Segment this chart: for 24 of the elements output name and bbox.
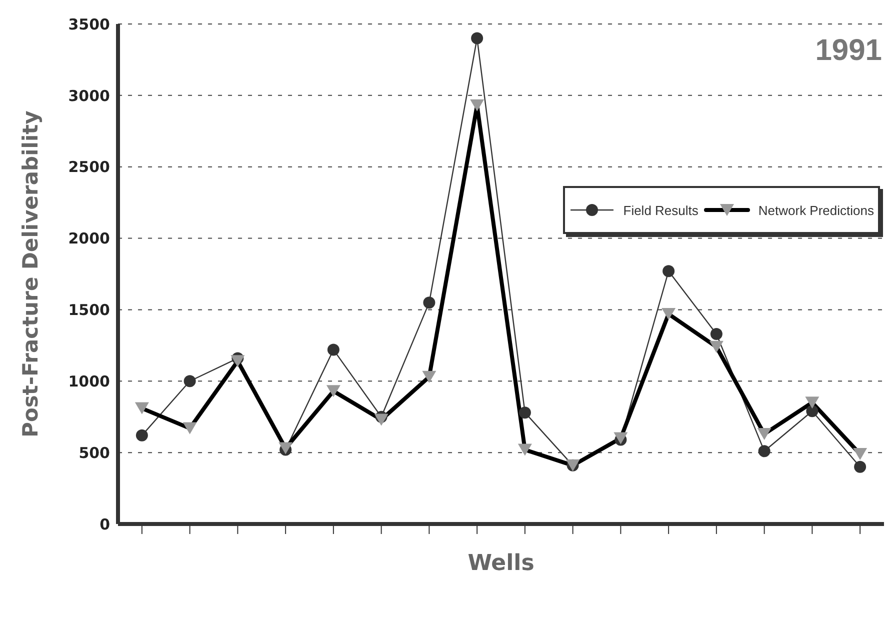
y-tick-label: 3500 [68, 15, 110, 34]
y-tick-label: 0 [100, 515, 110, 534]
point [758, 445, 770, 458]
point [327, 344, 340, 356]
y-tick-label: 1500 [68, 301, 110, 320]
y-tick-label: 2000 [68, 230, 110, 248]
y-axis-title: Post-Fracture Deliverability [18, 110, 42, 438]
point [662, 265, 675, 278]
point [423, 296, 436, 309]
legend-label: Field Results [623, 202, 698, 218]
annotation: 1991 [815, 34, 882, 68]
legend-label: Network Predictions [758, 202, 874, 218]
point [854, 460, 866, 473]
y-tick-label: 1000 [68, 372, 110, 390]
point [471, 32, 484, 44]
y-tick-label: 3000 [68, 86, 110, 105]
x-axis-title: Wells [468, 551, 534, 576]
point [518, 406, 531, 419]
y-tick-label: 2500 [68, 158, 110, 176]
y-tick-label: 500 [78, 444, 110, 462]
point [806, 405, 818, 418]
point [184, 375, 196, 388]
point [136, 429, 148, 442]
point [710, 328, 722, 340]
